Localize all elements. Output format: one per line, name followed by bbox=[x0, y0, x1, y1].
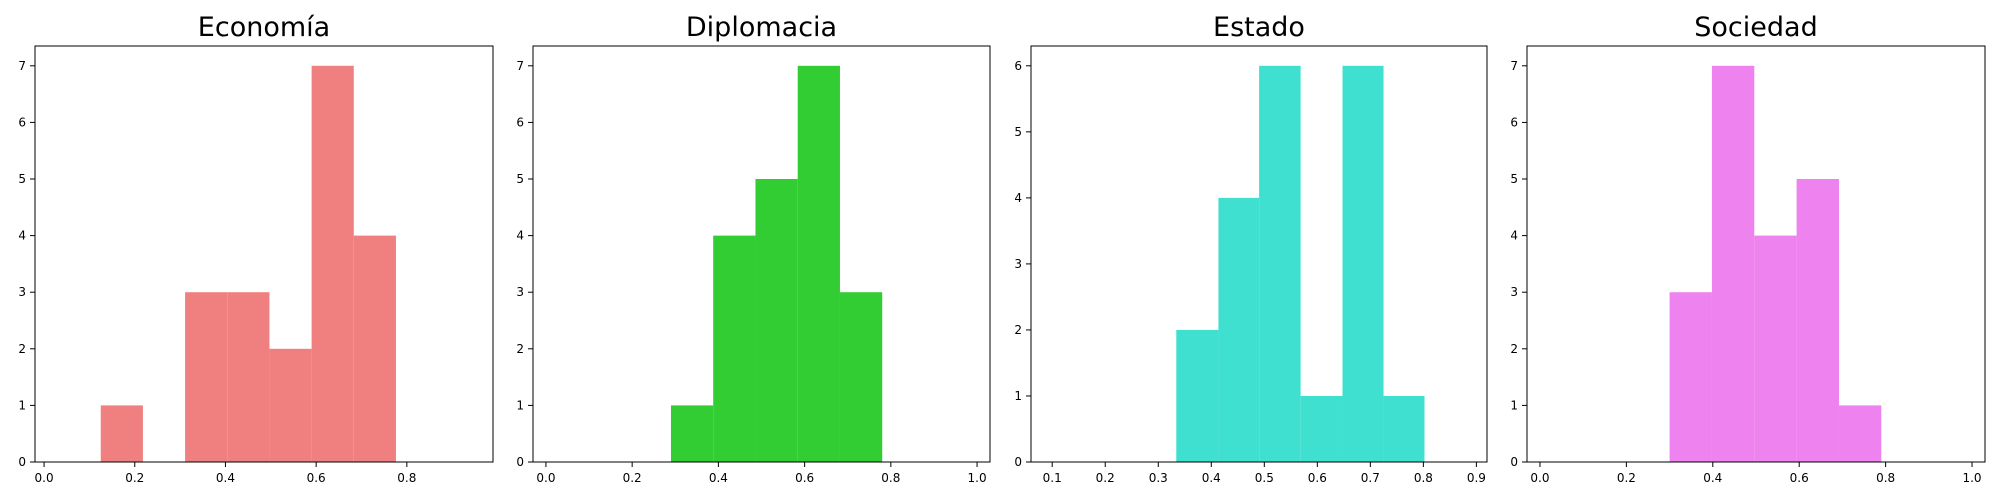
chart-panel-1: 0.0 0.2 0.4 0.6 0.8 0 1 2 3 4 5 6 7 Economía bbox=[18, 12, 494, 485]
y-tick-label: 0 bbox=[18, 455, 26, 469]
y-tick-label: 0 bbox=[1014, 455, 1022, 469]
histogram-bar bbox=[1796, 179, 1839, 462]
x-tick-label: 0.6 bbox=[1308, 471, 1327, 485]
histogram-bar bbox=[755, 179, 798, 462]
x-tick-label: 0.4 bbox=[216, 471, 235, 485]
x-tick-label: 0.2 bbox=[1617, 471, 1636, 485]
histogram-bar bbox=[670, 405, 714, 462]
y-tick-label: 6 bbox=[18, 115, 26, 129]
x-tick-label: 0.5 bbox=[1255, 471, 1274, 485]
y-tick-label: 4 bbox=[18, 229, 26, 243]
y-tick-label: 1 bbox=[18, 398, 26, 412]
histogram-bar bbox=[185, 292, 228, 462]
x-tick-label: 0.4 bbox=[1202, 471, 1221, 485]
y-tick-label: 3 bbox=[18, 285, 26, 299]
y-tick-label: 5 bbox=[18, 172, 26, 186]
histogram-bar bbox=[797, 65, 840, 463]
x-tick-label: 0.0 bbox=[1530, 471, 1549, 485]
x-tick-label: 1.0 bbox=[968, 471, 987, 485]
histogram-bar bbox=[1342, 65, 1384, 463]
histogram-bar bbox=[713, 235, 756, 462]
y-tick-label: 7 bbox=[18, 59, 26, 73]
x-tick-label: 0.8 bbox=[1876, 471, 1895, 485]
x-tick-label: 0.6 bbox=[307, 471, 326, 485]
histogram-bar bbox=[227, 292, 270, 462]
chart-title: Economía bbox=[198, 12, 330, 43]
chart-title: Estado bbox=[1213, 12, 1305, 43]
histogram-bar bbox=[353, 235, 396, 462]
y-tick-label: 1 bbox=[1510, 398, 1518, 412]
histogram-bar bbox=[1838, 405, 1882, 462]
histogram-bar bbox=[1383, 395, 1425, 462]
histogram-bar bbox=[1218, 197, 1260, 462]
y-tick-label: 6 bbox=[516, 115, 524, 129]
histogram-bar bbox=[100, 405, 143, 462]
y-tick-label: 3 bbox=[1510, 285, 1518, 299]
x-tick-label: 0.0 bbox=[536, 471, 555, 485]
chart-title: Sociedad bbox=[1694, 12, 1817, 43]
y-tick-label: 1 bbox=[516, 398, 524, 412]
y-tick-label: 7 bbox=[516, 59, 524, 73]
histogram-bar bbox=[1711, 65, 1755, 463]
x-tick-label: 0.4 bbox=[1703, 471, 1722, 485]
y-tick-label: 3 bbox=[1014, 257, 1022, 271]
chart-panel-3: 0.1 0.2 0.3 0.4 0.5 0.6 0.7 0.8 0.9 0 1 2 3 4 5 6 Estado bbox=[1014, 12, 1488, 485]
y-tick-label: 2 bbox=[516, 342, 524, 356]
histogram-bar bbox=[1300, 395, 1343, 462]
x-tick-label: 0.7 bbox=[1361, 471, 1380, 485]
axes-frame bbox=[1526, 45, 1986, 463]
x-tick-label: 0.0 bbox=[35, 471, 54, 485]
y-tick-label: 2 bbox=[18, 342, 26, 356]
histogram-bar bbox=[1754, 235, 1797, 462]
x-tick-label: 0.2 bbox=[125, 471, 144, 485]
x-tick-label: 1.0 bbox=[1962, 471, 1981, 485]
axes-frame bbox=[532, 45, 991, 463]
x-tick-label: 0.6 bbox=[795, 471, 814, 485]
y-tick-label: 4 bbox=[1014, 191, 1022, 205]
y-tick-label: 7 bbox=[1510, 59, 1518, 73]
y-tick-label: 3 bbox=[516, 285, 524, 299]
chart-panels: 0.0 0.2 0.4 0.6 0.8 0 1 2 3 4 5 6 7 Economía 0.0 0.2 0.4… bbox=[18, 12, 1986, 485]
axes-frame bbox=[34, 45, 494, 463]
y-tick-label: 2 bbox=[1014, 323, 1022, 337]
histogram-bar bbox=[311, 65, 354, 463]
y-tick-label: 1 bbox=[1014, 389, 1022, 403]
histogram-bar bbox=[1176, 329, 1219, 462]
x-tick-label: 0.6 bbox=[1790, 471, 1809, 485]
x-tick-label: 0.8 bbox=[397, 471, 416, 485]
x-tick-label: 0.2 bbox=[623, 471, 642, 485]
y-tick-label: 5 bbox=[1510, 172, 1518, 186]
x-tick-label: 0.9 bbox=[1467, 471, 1486, 485]
chart-panel-4: 0.0 0.2 0.4 0.6 0.8 1.0 0 1 2 3 4 5 6 7 Sociedad bbox=[1510, 12, 1986, 485]
y-tick-label: 5 bbox=[1014, 125, 1022, 139]
x-tick-label: 0.4 bbox=[709, 471, 728, 485]
y-tick-label: 4 bbox=[516, 229, 524, 243]
histogram-bar bbox=[1259, 65, 1301, 463]
histogram-bar bbox=[839, 292, 883, 462]
y-tick-label: 0 bbox=[1510, 455, 1518, 469]
x-tick-label: 0.1 bbox=[1043, 471, 1062, 485]
y-tick-label: 0 bbox=[516, 455, 524, 469]
y-tick-label: 5 bbox=[516, 172, 524, 186]
y-tick-label: 4 bbox=[1510, 229, 1518, 243]
x-tick-label: 0.8 bbox=[1414, 471, 1433, 485]
chart-panel-2: 0.0 0.2 0.4 0.6 0.8 1.0 0 1 2 3 4 5 6 7 Diplomacia bbox=[516, 12, 991, 485]
y-tick-label: 2 bbox=[1510, 342, 1518, 356]
x-tick-label: 0.3 bbox=[1149, 471, 1168, 485]
chart-title: Diplomacia bbox=[686, 12, 837, 43]
histogram-bar bbox=[269, 348, 312, 462]
y-tick-label: 6 bbox=[1014, 59, 1022, 73]
axes-frame bbox=[1030, 45, 1488, 463]
y-tick-label: 6 bbox=[1510, 115, 1518, 129]
x-tick-label: 0.8 bbox=[881, 471, 900, 485]
x-tick-label: 0.2 bbox=[1096, 471, 1115, 485]
histogram-bar bbox=[1669, 292, 1712, 462]
